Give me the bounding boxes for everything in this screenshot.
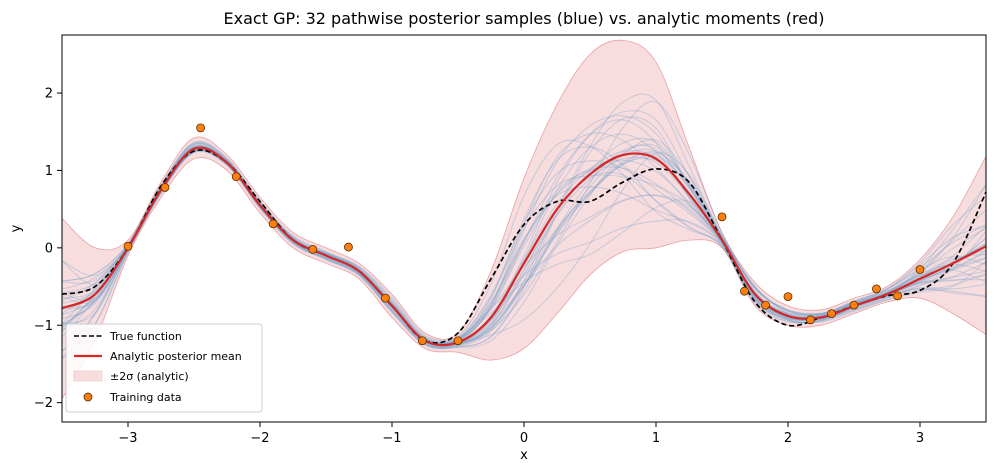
x-axis-ticks: −3 −2 −1 0 1 2 3 — [118, 422, 924, 446]
training-points-layer — [123, 123, 925, 346]
training-point — [308, 244, 318, 254]
posterior-sample — [61, 132, 987, 352]
training-point — [417, 336, 427, 346]
x-tick-label: −2 — [250, 431, 269, 446]
training-point — [196, 123, 206, 133]
y-tick-label: 1 — [45, 164, 53, 179]
training-point — [849, 300, 859, 310]
x-tick-label: −3 — [118, 431, 137, 446]
x-tick-label: 0 — [520, 431, 528, 446]
training-point — [783, 292, 793, 302]
sigma-band-layer — [61, 39, 987, 401]
y-tick-label: −1 — [34, 319, 53, 334]
legend-band-swatch — [73, 370, 103, 382]
legend-box — [65, 323, 263, 413]
y-tick-label: 2 — [45, 87, 53, 102]
posterior-sample — [61, 116, 987, 349]
posterior-sample — [61, 141, 987, 350]
posterior-sample — [61, 142, 987, 347]
legend-true-function-label: True function — [109, 330, 182, 343]
training-point — [893, 291, 902, 301]
y-axis-ticks: −2 −1 0 1 2 — [34, 87, 62, 411]
sigma-band — [61, 39, 987, 401]
training-point — [806, 315, 815, 325]
legend-training-swatch — [83, 392, 93, 402]
training-point — [231, 172, 241, 182]
training-point — [268, 219, 278, 229]
training-point — [344, 242, 353, 252]
training-point — [915, 265, 925, 274]
x-axis-label: x — [520, 448, 528, 463]
posterior-sample — [61, 100, 987, 346]
legend-training-label: Training data — [109, 391, 182, 404]
x-tick-label: 3 — [916, 431, 924, 446]
x-tick-label: 1 — [652, 431, 660, 446]
chart-title: Exact GP: 32 pathwise posterior samples … — [224, 9, 825, 28]
training-point — [453, 336, 463, 346]
x-tick-label: 2 — [784, 431, 792, 446]
training-point — [740, 286, 749, 296]
training-point — [717, 212, 727, 222]
training-point — [761, 300, 770, 310]
legend-posterior-mean-label: Analytic posterior mean — [110, 350, 242, 363]
training-point — [827, 309, 836, 319]
legend-band-label: ±2σ (analytic) — [110, 370, 189, 383]
posterior-sample — [61, 144, 987, 343]
posterior-sample — [61, 149, 987, 341]
y-tick-label: 0 — [45, 241, 53, 256]
x-tick-label: −1 — [382, 431, 401, 446]
legend: True function Analytic posterior mean ±2… — [65, 323, 263, 413]
training-point — [123, 241, 133, 251]
training-point — [380, 293, 390, 303]
plot-area — [61, 39, 987, 401]
y-axis-label: y — [9, 224, 24, 232]
y-tick-label: −2 — [34, 396, 53, 411]
training-point — [160, 183, 170, 192]
training-point — [872, 284, 881, 294]
